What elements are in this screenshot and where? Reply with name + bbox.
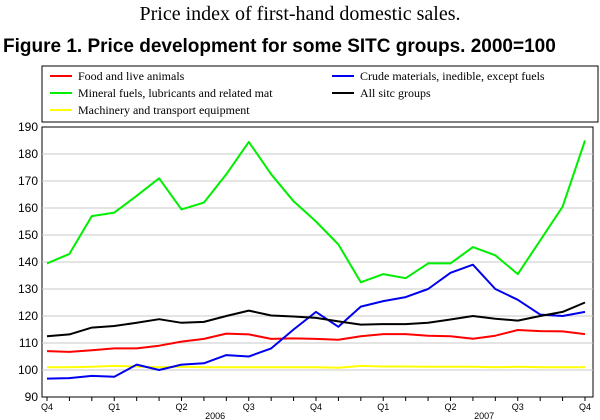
x-tick-label: Q3 [512, 402, 524, 412]
chart-title: Figure 1. Price development for some SIT… [3, 36, 556, 57]
x-tick-label: Q2 [175, 402, 187, 412]
legend-label: All sitc groups [360, 86, 431, 100]
legend-box [41, 65, 599, 123]
y-tick-label: 150 [18, 228, 38, 242]
x-tick-label: Q4 [41, 402, 53, 412]
year-label: 2006 [205, 411, 225, 420]
x-tick-label: Q1 [377, 402, 389, 412]
y-tick-label: 100 [18, 363, 38, 377]
y-tick-label: 110 [19, 336, 38, 350]
series-line-crude-materials-inedible-except-fuels [46, 263, 586, 380]
legend-item: Crude materials, inedible, except fuels [332, 69, 545, 83]
x-tick-label: Q2 [444, 402, 456, 412]
x-tick-label: Q3 [243, 402, 255, 412]
series-line-all-sitc-groups [46, 301, 586, 338]
x-tick-label: Q4 [579, 402, 591, 412]
plot-area: 90 100 110 120 130 140 150 160 170 180 190 Q4 Q1 Q2 Q… [18, 120, 594, 420]
legend-label: Machinery and transport equipment [78, 103, 250, 117]
x-tick-label: Q1 [108, 402, 120, 412]
legend-label: Mineral fuels, lubricants and related ma… [78, 86, 273, 100]
y-tick-label: 90 [25, 390, 39, 404]
series-line-mineral-fuels-lubricants-and-related-mat [46, 140, 586, 284]
legend: Food and live animals Crude materials, in… [41, 65, 599, 123]
y-tick-label: 140 [18, 255, 38, 269]
legend-item: Machinery and transport equipment [50, 103, 250, 117]
legend-item: Food and live animals [50, 69, 185, 83]
y-tick-label: 180 [18, 147, 38, 161]
year-label: 2007 [474, 411, 494, 420]
chart-subtitle: Price index of first-hand domestic sales… [139, 3, 460, 25]
y-tick-label: 160 [18, 201, 38, 215]
series-line-food-and-live-animals [46, 329, 586, 353]
y-tick-label: 170 [18, 174, 38, 188]
legend-label: Food and live animals [78, 69, 185, 83]
y-tick-label: 120 [18, 309, 38, 323]
legend-item: All sitc groups [332, 86, 431, 100]
series-line-machinery-and-transport-equipment [47, 364, 585, 369]
legend-item: Mineral fuels, lubricants and related ma… [50, 86, 273, 100]
x-tick-label: Q4 [310, 402, 322, 412]
legend-label: Crude materials, inedible, except fuels [360, 69, 545, 83]
y-tick-label: 190 [18, 120, 38, 134]
y-tick-label: 130 [18, 282, 38, 296]
